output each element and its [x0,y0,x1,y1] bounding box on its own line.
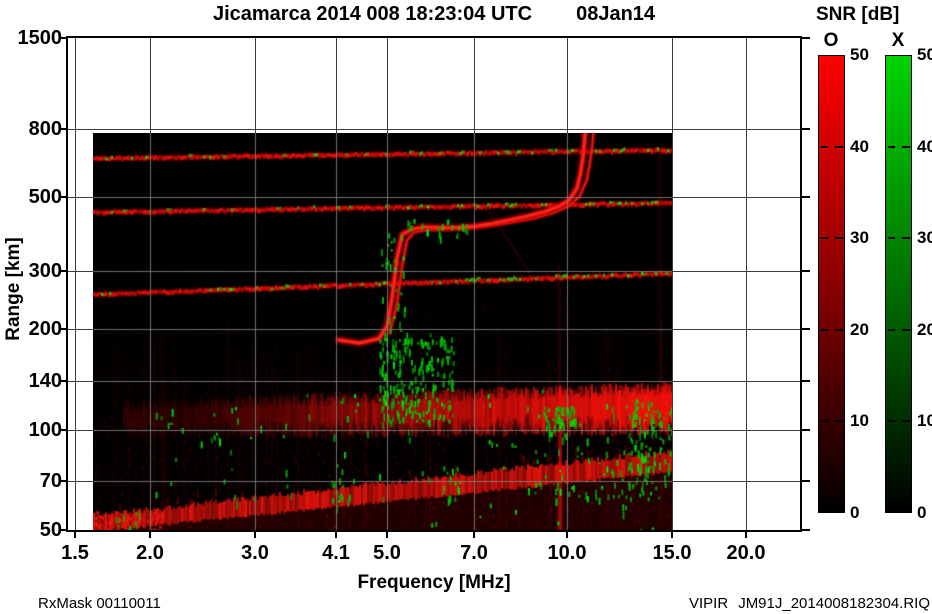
colorbar-tick-label: 0 [917,503,927,522]
y-tick-mark-right [802,196,810,198]
x-tick-label: 15.0 [652,542,692,564]
y-tick-mark-right [802,37,810,39]
y-tick-mark-right [802,380,810,382]
colorbar-tick-dash [902,146,910,149]
colorbar-title: SNR [dB] [816,4,900,25]
colorbar-o-mode-label: O [823,30,839,51]
y-tick-label: 70 [39,470,62,492]
y-tick-mark-right [802,429,810,431]
colorbar-o [818,55,845,513]
x-tick-label: 7.0 [460,542,488,564]
y-tick-label: 500 [28,186,62,208]
x-tick-mark [335,532,337,538]
colorbar-tick-label: 10 [917,411,932,431]
x-tick-mark [745,532,747,538]
y-tick-mark-left [59,270,66,272]
colorbar-tick-label: 50 [850,45,869,64]
x-tick-label: 5.0 [373,542,401,564]
y-tick-label: 300 [28,260,62,282]
y-tick-label: 100 [28,419,62,441]
colorbar-tick-dash [888,146,895,149]
colorbar-tick-label: 20 [850,319,869,339]
x-gridline [672,38,673,530]
x-tick-mark [386,532,388,538]
datafile-text: VIPIR JM91J_2014008182304.RIQ [689,595,930,612]
colorbar-x-mode-label: X [891,30,905,51]
plot-title: Jicamarca 2014 008 18:23:04 UTC 08Jan14 [68,3,800,26]
colorbar-tick-dash [902,237,910,240]
y-tick-mark-left [59,480,66,482]
x-tick-mark [254,532,256,538]
x-axis-title: Frequency [MHz] [357,572,511,593]
colorbar-tick-dash [902,328,910,331]
x-gridline [75,38,76,530]
colorbar-x [885,55,912,513]
x-tick-mark [149,532,151,538]
y-tick-mark-right [802,529,810,531]
y-gridline [68,129,800,130]
plot-frame [59,36,810,538]
ionogram-canvas [93,133,672,530]
x-tick-label: 2.0 [136,542,164,564]
x-tick-label: 10.0 [547,542,587,564]
colorbar-tick-dash [821,237,828,240]
y-tick-label: 140 [28,370,62,392]
y-tick-mark-right [802,270,810,272]
x-tick-mark [671,532,673,538]
colorbar-tick-label: 30 [850,228,869,248]
y-tick-mark-left [59,429,66,431]
x-tick-mark [74,532,76,538]
colorbar-tick-dash [821,328,828,331]
colorbar-tick-label: 50 [917,45,932,64]
colorbar-tick-dash [902,419,910,422]
rxmask-text: RxMask 00110011 [38,595,161,612]
plot-title-station-time: Jicamarca 2014 008 18:23:04 UTC [212,3,533,25]
y-tick-label: 200 [28,318,62,340]
plot-title-date: 08Jan14 [576,3,656,25]
y-tick-mark-right [802,128,810,130]
x-tick-label: 3.0 [241,542,269,564]
y-tick-label: 800 [28,118,62,140]
colorbar-tick-dash [821,419,828,422]
x-tick-label: 20.0 [726,542,766,564]
y-tick-label: 1500 [17,27,63,49]
colorbar-tick-dash [888,237,895,240]
colorbar-tick-dash [888,328,895,331]
instrument-name: VIPIR [689,595,729,612]
y-tick-mark-right [802,328,810,330]
x-tick-label: 4.1 [322,542,350,564]
y-tick-mark-left [59,196,66,198]
colorbar-tick-label: 40 [917,136,932,156]
colorbar-tick-dash [888,419,895,422]
y-tick-mark-left [59,37,66,39]
colorbar-tick-dash [835,146,843,149]
y-axis-title: Range [km] [3,237,24,341]
y-tick-mark-left [59,529,66,531]
y-tick-mark-right [802,480,810,482]
x-tick-mark [473,532,475,538]
y-tick-mark-left [59,328,66,330]
x-gridline [746,38,747,530]
colorbar-tick-dash [821,146,828,149]
x-tick-label: 1.5 [61,542,89,564]
colorbar-tick-label: 0 [850,503,860,522]
colorbar-tick-label: 30 [917,228,932,248]
x-tick-mark [566,532,568,538]
colorbar-tick-dash [835,328,843,331]
colorbar-tick-label: 20 [917,319,932,339]
colorbar-tick-label: 10 [850,411,869,431]
y-tick-mark-left [59,128,66,130]
y-tick-mark-left [59,380,66,382]
datafile-name: JM91J_2014008182304.RIQ [738,595,930,612]
y-tick-label: 50 [39,519,62,541]
colorbar-tick-dash [835,419,843,422]
colorbar-tick-dash [835,237,843,240]
colorbar-tick-label: 40 [850,136,869,156]
